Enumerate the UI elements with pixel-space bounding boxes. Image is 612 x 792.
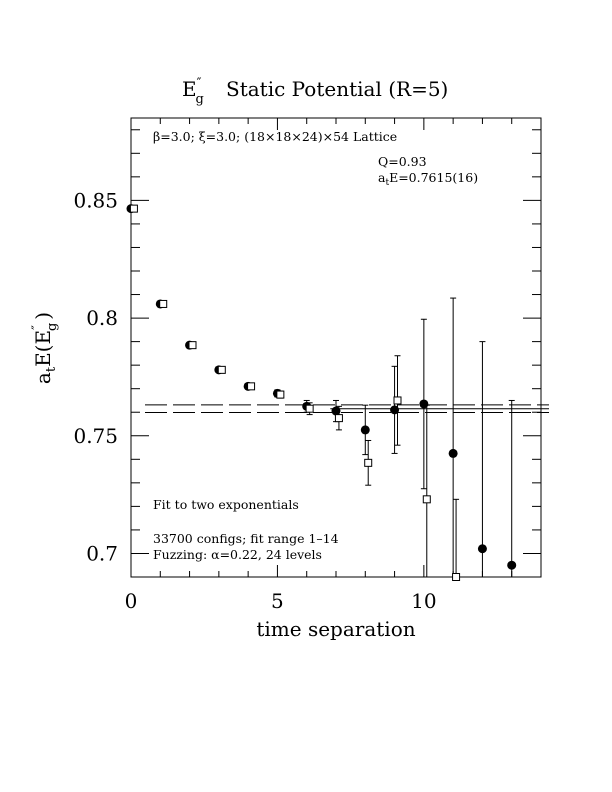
- data-point-square: [188, 341, 197, 350]
- title-sup: ″: [197, 76, 202, 91]
- svg-text:atE(E″g): atE(E″g): [30, 312, 60, 384]
- data-point-square: [334, 414, 343, 423]
- ate-sub: t: [385, 178, 389, 188]
- ate-prefix: a: [378, 170, 386, 185]
- chart-title: E″ g Static Potential (R=5): [182, 76, 448, 107]
- data-point-square: [364, 458, 373, 467]
- data-point-circle: [507, 560, 517, 570]
- fit-annotation: Fit to two exponentials: [153, 497, 299, 512]
- y-tick-label: 0.75: [73, 424, 118, 448]
- title-sub: g: [195, 92, 203, 107]
- data-point-square: [217, 365, 226, 374]
- ylabel-mid: E(E: [31, 330, 55, 367]
- data-point-square: [247, 382, 256, 391]
- data-point-circle: [331, 406, 341, 416]
- ylabel-mid-sub: g: [45, 323, 60, 331]
- data-point-circle: [448, 448, 458, 458]
- y-tick-label: 0.8: [86, 306, 118, 330]
- data-series: [126, 204, 517, 581]
- x-tick-label: 0: [125, 589, 138, 613]
- title-base: E: [182, 77, 197, 101]
- title-rest: Static Potential (R=5): [226, 77, 448, 101]
- data-point-square: [129, 204, 138, 213]
- x-axis-label: time separation: [256, 617, 415, 641]
- ylabel-end: ): [31, 312, 55, 320]
- y-tick-label: 0.85: [73, 188, 118, 212]
- ylabel-prefix-sub: t: [44, 366, 59, 372]
- ylabel-mid-sup: ″: [30, 325, 45, 330]
- data-point-circle: [477, 544, 487, 554]
- data-point-square: [305, 404, 314, 413]
- y-tick-label: 0.7: [86, 541, 118, 565]
- data-point-square: [276, 390, 285, 399]
- ylabel-prefix: a: [31, 372, 55, 384]
- data-point-square: [393, 396, 402, 405]
- configs-annotation: 33700 configs; fit range 1–14: [153, 531, 339, 546]
- data-point-square: [422, 495, 431, 504]
- q-annotation: Q=0.93: [378, 154, 427, 169]
- axis-ticks: [130, 118, 542, 578]
- lattice-annotation: β=3.0; ξ=3.0; (18×18×24)×54 Lattice: [153, 129, 397, 144]
- data-point-circle: [419, 399, 429, 409]
- lattice-beta: β=3.0;: [153, 129, 199, 144]
- x-tick-label: 5: [271, 589, 284, 613]
- data-point-circle: [390, 405, 400, 415]
- x-tick-label: 10: [411, 589, 436, 613]
- ate-annotation: atE=0.7615(16): [378, 170, 478, 188]
- data-point-square: [452, 573, 461, 581]
- y-axis-label: atE(E″g): [30, 312, 60, 384]
- data-point-circle: [360, 425, 370, 435]
- fuzzing-annotation: Fuzzing: α=0.22, 24 levels: [153, 547, 322, 562]
- data-point-square: [159, 299, 168, 308]
- fit-band: [145, 404, 549, 413]
- axis-tick-labels: 0 5 10 0.7 0.75 0.8 0.85: [73, 188, 436, 613]
- lattice-xi: ξ=3.0; (18×18×24)×54 Lattice: [199, 129, 397, 144]
- ate-rest: E=0.7615(16): [389, 170, 478, 185]
